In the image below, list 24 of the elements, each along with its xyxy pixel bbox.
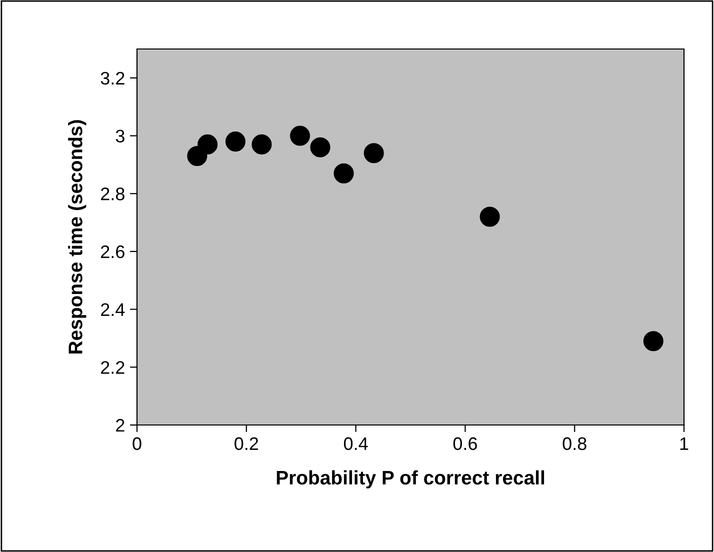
point (364, 143, 384, 164)
y-tick-label: 3.2 (100, 72, 124, 85)
y-tick-label: 3 (116, 130, 124, 142)
point (643, 331, 664, 352)
x-tick-label: 0 (132, 437, 142, 450)
y-axis-title: Response time (seconds) (68, 120, 86, 354)
y-tick-label: 2.2 (101, 361, 124, 374)
point (290, 126, 310, 146)
y-tick-label: 2.6 (101, 245, 124, 258)
x-tick-label: 1 (680, 437, 688, 450)
point (480, 206, 500, 227)
point (334, 163, 354, 184)
y-tick-label: 2.8 (101, 188, 124, 200)
y-tick-label: 2 (116, 418, 124, 432)
point (225, 132, 246, 152)
y-tick-label: 2.4 (101, 303, 125, 316)
point (252, 134, 272, 154)
x-tick-label: 0.6 (453, 437, 477, 450)
point (198, 134, 218, 154)
x-tick-label: 0.8 (562, 437, 586, 450)
x-axis-title: Probability P of correct recall (276, 470, 544, 488)
point (310, 137, 330, 158)
x-tick-label: 0.2 (234, 437, 258, 450)
x-tick-label: 0.4 (344, 437, 368, 450)
